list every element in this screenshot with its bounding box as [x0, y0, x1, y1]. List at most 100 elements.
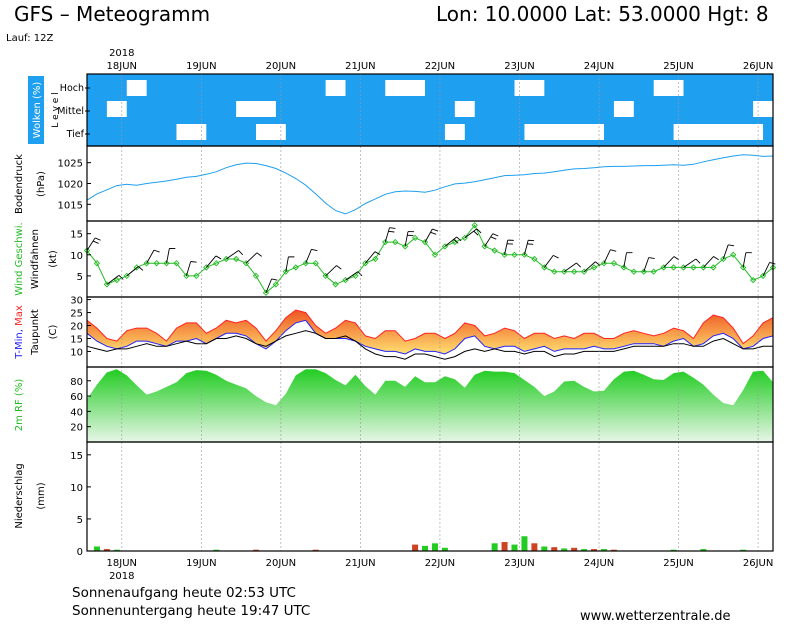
wind-speed-marker	[312, 260, 319, 267]
wind-barb-feather	[576, 262, 582, 268]
wind-speed-marker	[590, 264, 598, 271]
wind-tick-label: 5	[77, 272, 83, 283]
day-label-bottom: 23JUN	[504, 558, 534, 569]
pressure-tick-label: 1020	[58, 180, 83, 191]
precip-tick-label: 10	[70, 483, 83, 494]
wind-speed-marker	[740, 264, 747, 271]
wind-barb-feather	[256, 252, 262, 257]
precip-bar	[422, 545, 429, 551]
wind-speed-marker	[749, 276, 757, 284]
wind-barb	[146, 249, 155, 264]
wind-barb-feather	[311, 248, 318, 252]
temperature-tick-label: 30	[70, 296, 83, 307]
wind-speed-marker	[322, 272, 329, 280]
cloud-gap-mid	[106, 101, 127, 117]
cloud-gap-mid	[236, 101, 276, 117]
wind-speed-marker	[113, 276, 120, 284]
tmax-label: Max	[14, 305, 25, 329]
wind-barb-feather	[695, 258, 701, 264]
temperature-tick-label: 20	[70, 322, 83, 333]
wind-barb	[703, 256, 714, 268]
pressure-tick-label: 1015	[58, 200, 83, 211]
precip-bar	[213, 549, 220, 551]
wind-barb	[722, 244, 729, 260]
wind-barb	[185, 261, 192, 277]
wind-barb	[126, 266, 139, 277]
wind-speed-marker	[402, 243, 409, 250]
humidity-area	[87, 369, 773, 442]
wind-barb-feather	[138, 266, 144, 271]
cloud-gap-low	[524, 124, 604, 140]
wind-barb	[404, 231, 409, 247]
wind-barb	[663, 256, 675, 268]
wind-speed-marker	[481, 243, 488, 250]
wind-barb-feather	[374, 251, 381, 256]
wind-barb	[305, 249, 312, 264]
temperature-tick-label: 10	[70, 347, 83, 358]
wind-speed-marker	[501, 251, 508, 258]
wind-barb	[524, 240, 529, 255]
wind-speed-marker	[491, 247, 498, 254]
wind-barb	[742, 252, 747, 268]
wind-speed-marker	[193, 272, 200, 280]
cloud-gap-high	[514, 80, 545, 96]
wind-speed-marker	[352, 272, 359, 280]
precip-bar	[511, 544, 518, 551]
wind-speed-marker	[670, 264, 677, 271]
wind-barb	[325, 265, 337, 277]
wind-speed-line	[86, 224, 774, 294]
precip-bar	[571, 547, 578, 551]
humidity-axis-label: 2m RF (%)	[14, 379, 25, 432]
wind-barb-feather	[673, 256, 680, 261]
wind-barb-feather	[92, 240, 99, 244]
wind-barb-feather	[492, 233, 499, 237]
cloud-gap-low	[176, 124, 207, 140]
wind-barb-feather	[595, 261, 601, 266]
wind-speed-marker	[282, 268, 289, 275]
cloud-level-axis-label: L e v e l	[51, 92, 61, 127]
precip-tick-label: 5	[77, 515, 83, 526]
day-label-top: 23JUN	[504, 61, 534, 72]
wind-speed-marker	[93, 260, 101, 267]
precip-bar	[541, 546, 548, 551]
precip-bar	[531, 543, 538, 551]
wind-speed-marker	[213, 260, 220, 267]
wind-speed-marker	[203, 264, 210, 271]
wind-speed-marker	[620, 264, 628, 271]
day-label-top: 18JUN	[107, 61, 137, 72]
wind-speed-marker	[640, 268, 647, 275]
wind-barb	[543, 255, 554, 268]
dewpoint-axis-label: Taupunkt	[30, 309, 41, 356]
cloud-gap-mid	[753, 101, 783, 117]
precip-bar	[253, 549, 260, 551]
wind-barb	[683, 258, 697, 268]
day-label-top: 24JUN	[584, 61, 614, 72]
humidity-tick-label: 20	[70, 423, 83, 434]
day-label-top: 19JUN	[186, 61, 216, 72]
precip-bar	[113, 549, 120, 551]
precip-tick-label: 0	[77, 547, 83, 558]
wind-barb-feather	[153, 249, 160, 253]
day-label-bottom: 20JUN	[266, 558, 296, 569]
day-label-top: 20JUN	[266, 61, 296, 72]
website-link[interactable]: www.wetterzentrale.de	[580, 609, 731, 624]
wind-barb	[623, 252, 627, 268]
wind-speed-marker	[242, 260, 250, 267]
wind-speed-marker	[660, 264, 667, 271]
cloud-gap-high	[782, 80, 800, 96]
wind-barb-feather	[476, 228, 482, 234]
tmin-label: T-Min,	[14, 329, 25, 360]
wind-barb	[603, 249, 611, 264]
wind-barb	[762, 262, 771, 277]
wind-axis-label: Wind Geschwi.	[14, 222, 25, 295]
wind-barb-feather	[389, 227, 396, 229]
wind-barb-feather	[238, 250, 244, 256]
precip-tick-label: 15	[70, 451, 83, 462]
pressure-tick-label: 1025	[58, 159, 83, 170]
wind-barb-feather	[473, 230, 479, 236]
wind-barb-feather	[610, 249, 617, 252]
day-label-bottom: 25JUN	[663, 558, 693, 569]
precip-unit-label: (mm)	[36, 482, 47, 509]
wind-barb-feather	[215, 255, 222, 260]
day-label-bottom: 21JUN	[345, 558, 375, 569]
